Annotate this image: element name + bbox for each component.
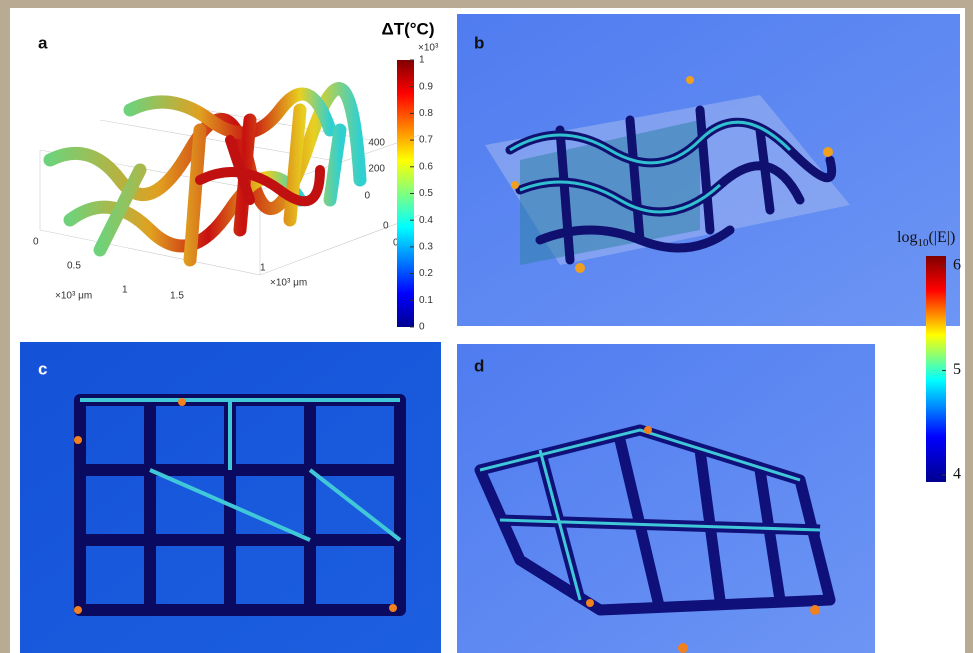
x-tick: 1	[122, 285, 128, 296]
z-tick: 400	[368, 138, 385, 149]
title-prefix: log	[897, 229, 917, 246]
colorbar-tick-label: 5	[953, 361, 961, 378]
panel-b: b	[457, 14, 960, 326]
z-tick: 200	[368, 164, 385, 175]
title-subscript: 10	[917, 237, 929, 249]
colorbar-title: ΔT(°C)	[381, 19, 434, 38]
x-tick: 0.5	[67, 261, 81, 272]
colorbar-multiplier: ×10³	[418, 43, 439, 54]
x-tick: 1.5	[170, 291, 184, 302]
panel-label: a	[38, 33, 48, 52]
figure: a 400 200 0 0 0.5 1 ×10³ μm 0 0.5 1 1.5 …	[0, 0, 973, 653]
panel-label: c	[38, 359, 47, 378]
colorbar-tick-label: 0.4	[419, 215, 433, 226]
colorbar-tick-label: 0.6	[419, 161, 433, 172]
colorbar-tick-label: 0.9	[419, 81, 433, 92]
colorbar-tick-label: 1	[419, 55, 425, 66]
y-unit: ×10³ μm	[270, 278, 307, 289]
colorbar-tick-label: 4	[953, 466, 961, 483]
x-tick: 0	[33, 237, 39, 248]
colorbar-tick-label: 0	[419, 322, 425, 333]
colorbar-tick-label: 0.3	[419, 242, 433, 253]
colorbar-tick-label: 0.7	[419, 135, 433, 146]
colorbar	[926, 256, 946, 482]
title-suffix: (|E|)	[928, 229, 955, 246]
z-tick: 0	[364, 191, 370, 202]
y-tick: 1	[260, 263, 266, 274]
panel-label: b	[474, 33, 484, 52]
panel-label: d	[474, 356, 484, 375]
colorbar-tick-label: 0.5	[419, 188, 433, 199]
x-unit: ×10³ μm	[55, 291, 92, 302]
y-tick: 0	[383, 221, 389, 232]
colorbar-tick-label: 6	[953, 257, 961, 274]
colorbar-tick-label: 0.2	[419, 268, 433, 279]
colorbar-tick-label: 0.1	[419, 295, 433, 306]
panel-d: d	[457, 344, 875, 653]
panel-c: c	[20, 342, 441, 653]
colorbar-tick-label: 0.8	[419, 108, 433, 119]
